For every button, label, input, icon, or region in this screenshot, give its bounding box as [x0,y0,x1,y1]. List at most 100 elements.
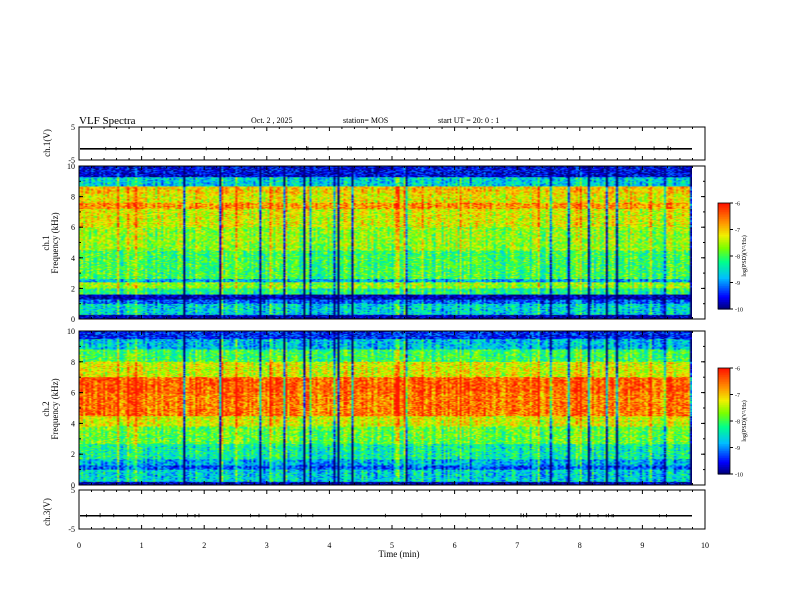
colorbar-swatch [718,247,730,250]
colorbar-swatch [718,303,730,307]
colorbar-swatch [718,468,730,472]
colorbar-swatch [718,301,730,305]
colorbar-swatch [718,380,730,383]
colorbar-swatch [718,291,730,294]
ch2-spectrogram-image [79,331,692,485]
ch2-spectrogram-panel: 0 2 4 6 8 10 [67,327,706,490]
colorbar-swatch [718,465,730,468]
y-tick-label: 6 [71,389,75,398]
colorbar-tick-label: -8 [735,255,740,261]
panel-frame [78,126,706,161]
colorbar-swatch [718,415,730,419]
colorbar-swatch [718,447,730,450]
colorbar-swatch [718,211,730,215]
colorbar-swatch [718,213,730,216]
time-axis: 0 1 2 3 4 5 6 7 8 9 10 [77,541,709,550]
colorbar-swatch [718,433,730,436]
colorbar-swatch [718,241,730,245]
colorbar-swatch [718,261,730,264]
colorbar-swatch [718,268,730,271]
colorbar-swatch [718,248,730,252]
colorbar-swatch [718,243,730,246]
colorbar-swatch [718,413,730,417]
colorbar-swatch [718,412,730,415]
colorbar-swatch [718,410,730,413]
ch1-waveform-ylabel: ch.1(V) [42,129,52,157]
ch3-waveform-panel: 5 -5 [68,486,706,534]
colorbar-swatch [718,271,730,275]
colorbar-swatch [718,210,730,213]
colorbar-swatch [718,252,730,255]
colorbar-swatch [718,452,730,456]
colorbar-swatch [718,368,730,371]
y-tick-label: 4 [71,419,75,428]
y-tick-label: 5 [71,486,75,495]
ch1-waveform-panel: 5 -5 [68,123,706,165]
x-tick-label: 1 [140,541,144,550]
colorbar-swatch [718,256,730,259]
colorbar-swatch [718,406,730,410]
colorbar-tick-label: -7 [735,393,740,399]
colorbar-swatch [718,215,730,218]
colorbar-swatch [718,445,730,449]
y-tick-label: 0 [71,481,75,490]
colorbar-tick-label: -6 [735,367,740,373]
colorbar-swatch [718,458,730,461]
colorbar-swatch [718,440,730,443]
x-tick-label: 5 [390,541,394,550]
colorbar-tick-label: -7 [735,228,740,234]
colorbar-swatch [718,218,730,222]
colorbar-swatch [718,263,730,266]
x-tick-label: 8 [578,541,582,550]
colorbar-swatch [718,431,730,434]
panel-frame [78,489,706,530]
colorbar-swatch [718,449,730,452]
colorbar-swatch [718,390,730,394]
colorbar-label: log(PSD)(V²/Hz) [741,400,748,441]
colorbar-swatch [718,385,730,389]
ch1-spectrogram-ylabel-line1: ch.1 [41,235,51,250]
colorbar-swatch [718,227,730,231]
y-tick-label: 10 [67,162,75,171]
colorbar-swatch [718,222,730,225]
colorbar-swatch [718,287,730,291]
x-tick-label: 4 [327,541,331,550]
colorbar-swatch [718,392,730,396]
colorbar-swatch [718,245,730,248]
y-tick-label: 2 [71,284,75,293]
ch1-colorbar: -6 -7 -8 -9 -10 log(PSD)(V²/Hz) [717,202,748,314]
colorbar-swatch [718,387,730,390]
ch1-spectrogram-panel: 0 2 4 6 8 10 [67,162,706,324]
ch1-spectrogram-ylabel-line2: Frequency (kHz) [50,212,60,273]
colorbar-swatch [718,286,730,289]
ch2-spectrogram-ylabel-line2: Frequency (kHz) [50,378,60,439]
colorbar-swatch [718,428,730,431]
colorbar-swatch [718,435,730,438]
colorbar-swatch [718,417,730,420]
x-tick-label: 10 [701,541,709,550]
colorbar-swatch [718,238,730,241]
colorbar-swatch [718,442,730,445]
colorbar-swatch [718,443,730,447]
colorbar-swatch [718,250,730,254]
colorbar-swatch [718,394,730,397]
colorbar-swatch [718,266,730,269]
colorbar-swatch [718,419,730,422]
colorbar-swatch [718,217,730,220]
ch3-waveform-ylabel: ch.3(V) [42,498,52,526]
colorbar-swatch [718,277,730,280]
colorbar-swatch [718,284,730,287]
colorbar-swatch [718,225,730,229]
colorbar-swatch [718,454,730,457]
ch2-spectrogram-ylabel-line1: ch.2 [41,401,51,416]
ch2-colorbar: -6 -7 -8 -9 -10 log(PSD)(V²/Hz) [717,367,748,479]
colorbar-swatch [718,371,730,374]
colorbar-swatch [718,254,730,257]
colorbar-swatch [718,203,730,206]
colorbar-swatch [718,403,730,406]
y-tick-label: 8 [71,193,75,202]
colorbar-swatch [718,289,730,292]
colorbar-swatch [718,369,730,373]
colorbar-swatch [718,257,730,261]
colorbar-swatch [718,466,730,470]
